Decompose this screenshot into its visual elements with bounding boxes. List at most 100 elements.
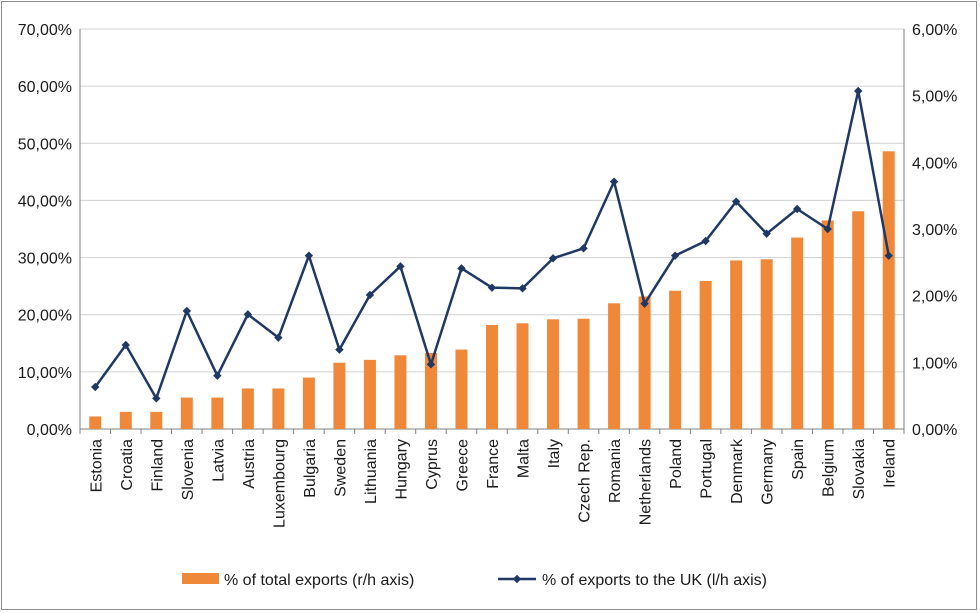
bar [760,259,773,429]
left-axis-tick-label: 70,00% [18,22,72,39]
line-point-marker [792,204,802,214]
line-point-marker [457,264,466,273]
category-label: Latvia [210,439,227,482]
right-axis-tick-label: 3,00% [912,222,957,239]
line-point-marker [823,224,832,234]
line-point-marker [670,251,680,260]
category-label: Germany [760,439,777,505]
left-axis-tick-label: 20,00% [18,308,72,325]
left-axis-tick-label: 30,00% [18,251,72,268]
category-label: Hungary [393,439,410,499]
category-label: Italy [546,439,563,468]
line-point-marker [243,310,253,319]
category-label: Czech Rep. [577,439,594,523]
bar [486,325,498,429]
legend-line-marker [512,574,522,584]
line-point-marker [579,244,588,253]
bar [363,359,376,429]
left-axis-tick-label: 0,00% [27,422,72,439]
left-axis-tick-label: 40,00% [18,193,72,210]
category-label: France [485,439,502,489]
bar [547,319,560,429]
legend-bar-swatch [182,573,219,584]
category-label: Ireland [882,439,899,488]
category-label: Finland [149,439,166,491]
bar [882,151,895,430]
line-point-marker [548,254,558,263]
legend-label-bars: % of total exports (r/h axis) [224,572,414,589]
line-point-marker [121,340,130,350]
bar [699,281,712,429]
category-label: Austria [241,439,258,489]
category-label: Greece [454,439,471,492]
right-axis-tick-label: 4,00% [912,155,957,172]
left-axis-tick-label: 50,00% [18,136,72,153]
bar [730,260,743,429]
category-label: Lithuania [363,439,380,504]
bar [241,388,254,429]
line-point-marker [335,345,344,354]
bar [669,290,682,429]
category-label: Estonia [88,439,105,492]
category-label: Sweden [332,439,349,497]
category-label: Romania [607,439,624,503]
bar [272,388,285,429]
bar [333,362,346,429]
line-point-marker [640,299,649,308]
bar [852,211,865,429]
bar [608,303,621,429]
right-axis-tick-label: 2,00% [912,289,957,306]
bar [150,411,163,429]
bar [394,355,407,429]
line-point-marker [274,333,283,342]
category-label: Bulgaria [302,439,319,498]
category-label: Luxembourg [271,439,288,528]
legend-label-line: % of exports to the UK (l/h axis) [542,572,767,589]
line-point-marker [854,86,863,96]
category-label: Denmark [729,438,746,504]
category-label: Slovakia [851,439,868,500]
category-label: Slovenia [180,439,197,500]
line-point-marker [182,306,192,316]
bar [180,397,193,429]
line-point-marker [396,262,405,271]
category-label: Croatia [119,439,136,491]
line-point-marker [609,177,619,186]
line-point-marker [304,251,314,260]
left-axis-tick-label: 60,00% [18,79,72,96]
bar [516,323,529,429]
category-label: Portugal [699,439,716,499]
category-label: Spain [790,439,807,480]
category-label: Belgium [821,439,838,497]
line-point-marker [518,284,527,293]
line-point-marker [365,290,375,300]
line-point-marker [91,382,100,392]
category-label: Malta [516,439,533,478]
bar [791,237,804,429]
right-axis-tick-label: 1,00% [912,355,957,372]
left-axis-tick-label: 10,00% [18,365,72,382]
bar [89,416,102,429]
bar [638,296,651,429]
line-point-marker [487,283,497,292]
line-point-marker [152,394,161,403]
right-axis-tick-label: 0,00% [912,422,957,439]
line-point-marker [213,371,222,380]
line-point-marker [884,251,893,260]
line-point-marker [426,360,436,369]
category-label: Cyprus [424,439,441,490]
bar [577,318,590,429]
line-point-marker [731,197,741,206]
bar [119,411,132,429]
bar [211,397,224,429]
bar [302,377,315,429]
line-point-marker [762,229,771,238]
category-label: Poland [668,439,685,489]
category-label: Netherlands [638,439,655,525]
bar [424,353,437,429]
line-point-marker [701,236,710,246]
right-axis-tick-label: 5,00% [912,89,957,106]
bar [455,349,468,429]
